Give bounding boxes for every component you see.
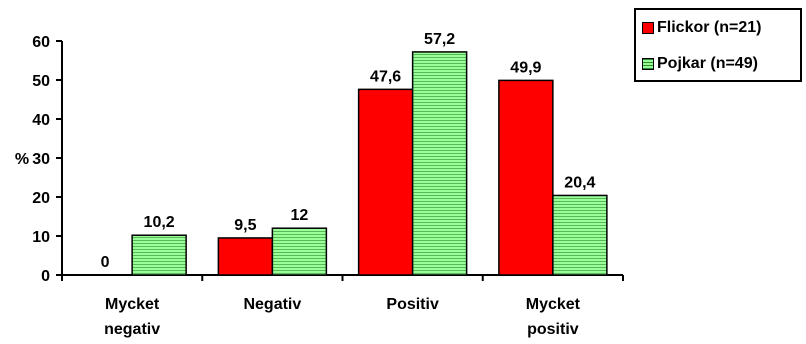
legend-swatch-flickor <box>642 22 654 34</box>
bars <box>131 51 608 276</box>
y-tick-label: 50 <box>32 73 50 90</box>
data-label: 12 <box>290 207 308 224</box>
y-tick-label: 30 <box>32 151 50 168</box>
data-label: 20,4 <box>564 174 595 191</box>
x-category-label: Mycket <box>526 296 581 313</box>
legend-label-pojkar: Pojkar (n=49) <box>657 55 758 72</box>
data-label: 9,5 <box>234 217 256 234</box>
x-category-label: Positiv <box>386 296 439 313</box>
y-tick-label: 20 <box>32 190 50 207</box>
y-tick-label: 10 <box>32 229 50 246</box>
labels: 0 9,5 47,6 49,9 10,2 12 57,2 20,4 <box>101 31 596 271</box>
y-tick-label: 0 <box>41 268 50 285</box>
data-label: 0 <box>101 254 110 271</box>
bar-pojkar <box>271 227 328 276</box>
legend-item-pojkar: Pojkar (n=49) <box>642 55 758 73</box>
legend-item-flickor: Flickor (n=21) <box>642 19 761 37</box>
bar-flickor <box>357 88 414 276</box>
y-tick-label: 60 <box>32 34 50 51</box>
y-tick-label: 40 <box>32 112 50 129</box>
axes: 0 10 20 30 40 50 60% Mycket negativ Negativ Positi… <box>15 34 624 338</box>
legend: Flickor (n=21) Pojkar (n=49) <box>634 8 802 82</box>
x-category-label: Negativ <box>243 296 301 313</box>
bar-pojkar <box>411 51 468 276</box>
data-label: 47,6 <box>370 68 401 85</box>
data-label: 10,2 <box>144 214 175 231</box>
bar-pojkar <box>131 234 187 276</box>
x-category-label: positiv <box>527 321 579 338</box>
bar-flickor <box>498 79 554 276</box>
legend-label-flickor: Flickor (n=21) <box>657 19 762 36</box>
x-category-label: Mycket <box>105 296 160 313</box>
bar-flickor <box>217 237 274 276</box>
y-axis-label: % <box>15 151 29 168</box>
bar-pojkar <box>552 194 608 276</box>
x-category-label: negativ <box>104 321 160 338</box>
data-label: 57,2 <box>424 31 455 48</box>
legend-swatch-pojkar <box>642 58 654 70</box>
data-label: 49,9 <box>510 59 541 76</box>
